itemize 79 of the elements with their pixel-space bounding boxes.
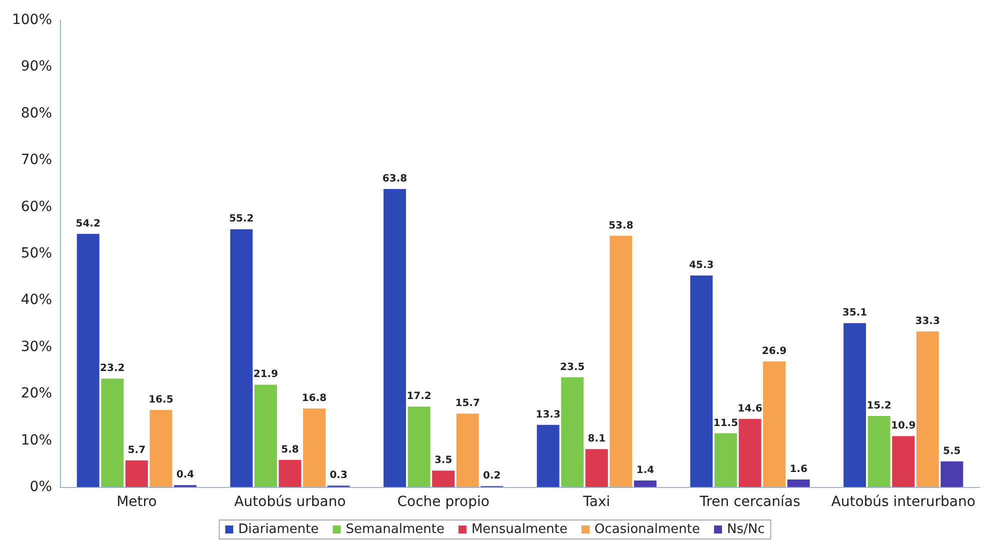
bar <box>787 480 810 487</box>
y-tick-label: 80% <box>20 105 52 122</box>
data-label: 5.5 <box>943 446 961 457</box>
bar <box>408 406 430 487</box>
data-label: 0.4 <box>176 470 194 481</box>
data-label: 35.1 <box>842 308 868 319</box>
x-tick-label: Taxi <box>582 494 610 510</box>
bar <box>738 418 762 487</box>
bar <box>610 236 632 487</box>
data-label: 13.3 <box>536 409 560 420</box>
y-tick-label: 40% <box>20 292 52 308</box>
bar <box>254 384 277 487</box>
bar <box>634 480 656 487</box>
data-label: 23.5 <box>560 362 585 373</box>
bar <box>536 424 560 487</box>
y-tick-label: 50% <box>20 246 52 262</box>
y-tick-label: 0% <box>30 479 52 495</box>
data-label: 15.2 <box>866 400 892 412</box>
bar <box>150 410 172 487</box>
bar <box>844 323 866 487</box>
bar <box>125 460 148 487</box>
data-label: 1.6 <box>790 464 808 476</box>
data-label: 11.5 <box>713 418 738 429</box>
bar <box>868 416 890 487</box>
data-label: 16.8 <box>302 393 327 404</box>
data-label: 54.2 <box>76 218 100 230</box>
bar <box>561 377 584 487</box>
data-label: 23.2 <box>100 363 125 374</box>
data-label: 1.4 <box>636 464 654 476</box>
bar <box>384 189 406 487</box>
y-tick-label: 90% <box>20 58 52 75</box>
y-tick-label: 100% <box>12 12 52 28</box>
legend-label: Diariamente <box>238 522 319 537</box>
data-label: 15.7 <box>455 398 480 410</box>
legend-label: Ns/Nc <box>726 522 765 537</box>
bar <box>585 449 608 487</box>
x-tick-label: Tren cercanías <box>698 494 800 510</box>
y-tick-label: 10% <box>20 432 52 448</box>
y-tick-label: 20% <box>20 386 52 402</box>
data-label: 33.3 <box>915 316 940 327</box>
data-label: 0.2 <box>483 470 501 482</box>
x-tick-label: Autobús interurbano <box>831 494 976 510</box>
data-label: 14.6 <box>738 403 762 414</box>
data-label: 5.7 <box>128 444 146 456</box>
data-label: 16.5 <box>148 394 174 406</box>
bar <box>432 470 455 487</box>
bar <box>916 331 939 487</box>
data-label: 53.8 <box>608 220 634 232</box>
data-label: 63.8 <box>382 174 408 185</box>
bar <box>714 433 737 487</box>
bar <box>690 275 713 487</box>
bar <box>230 229 253 487</box>
data-label: 45.3 <box>689 260 714 271</box>
bar <box>456 414 479 487</box>
y-tick-label: 60% <box>20 198 52 215</box>
x-tick-label: Autobús urbano <box>234 494 346 510</box>
bar <box>278 460 302 487</box>
bar <box>101 378 124 487</box>
bar <box>303 408 326 487</box>
data-label: 26.9 <box>762 346 787 357</box>
legend-label: Mensualmente <box>471 522 568 537</box>
bar <box>763 361 786 487</box>
y-tick-label: 30% <box>20 338 52 355</box>
bar <box>76 234 100 487</box>
x-tick-label: Coche propio <box>397 494 490 510</box>
x-tick-label: Metro <box>116 494 157 510</box>
legend-label: Ocasionalmente <box>594 522 700 537</box>
data-label: 3.5 <box>434 455 452 466</box>
data-label: 0.3 <box>330 470 348 482</box>
legend-label: Semanalmente <box>346 522 444 537</box>
y-tick-label: 70% <box>20 152 52 168</box>
bar <box>892 436 915 487</box>
data-label: 10.9 <box>890 420 916 432</box>
data-label: 55.2 <box>229 214 254 225</box>
data-label: 8.1 <box>588 434 606 445</box>
data-label: 5.8 <box>281 444 299 456</box>
data-label: 21.9 <box>253 369 278 380</box>
data-label: 17.2 <box>406 391 432 402</box>
bar <box>940 461 964 487</box>
